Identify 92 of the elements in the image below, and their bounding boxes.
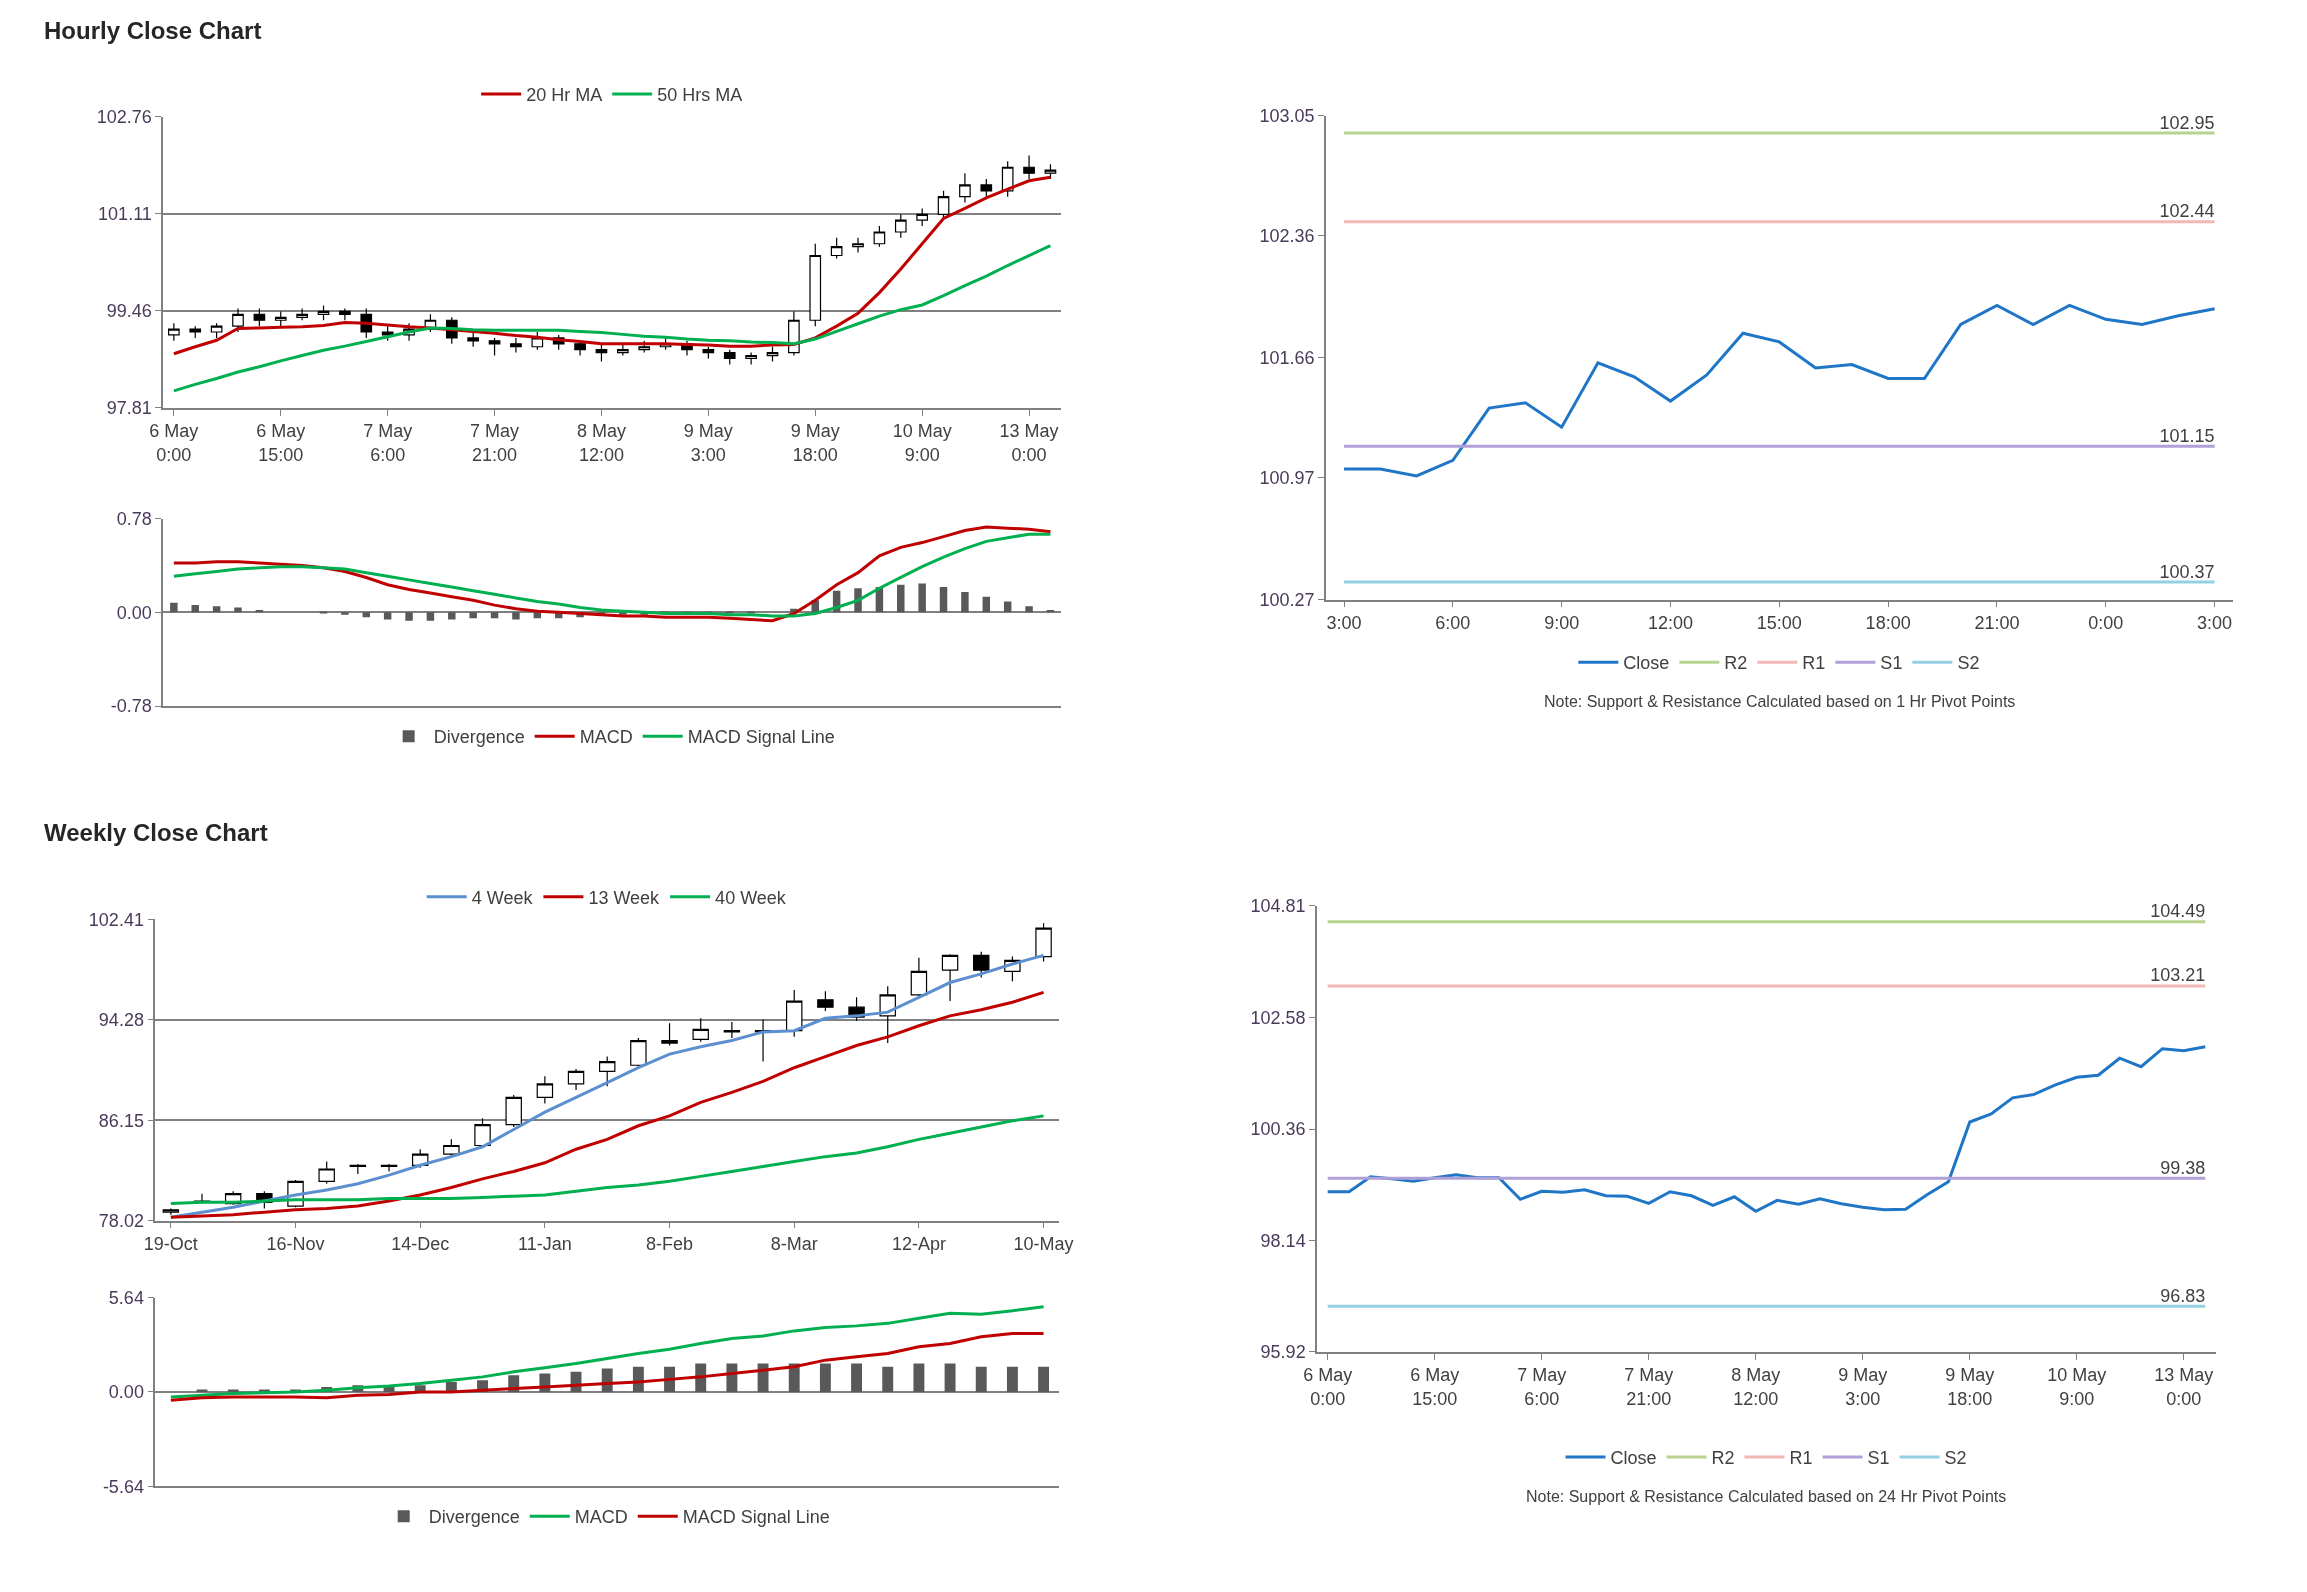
x-tick-label: 7 May 21:00 xyxy=(470,421,520,465)
y-tick-label: 102.76 xyxy=(96,106,152,127)
legend-label: 50 Hrs MA xyxy=(657,84,743,105)
y-tick-label: 102.41 xyxy=(88,909,144,930)
x-tick-label: 14-Dec xyxy=(391,1233,450,1254)
chart-title: Weekly Close Chart xyxy=(44,819,268,846)
legend-label: 20 Hr MA xyxy=(526,84,603,105)
y-tick-label: 100.27 xyxy=(1259,589,1315,610)
x-tick-label: 7 May 21:00 xyxy=(1624,1365,1674,1409)
x-tick-label: 6 May 15:00 xyxy=(256,421,306,465)
legend-label: MACD xyxy=(579,727,633,748)
y-tick-label: 100.97 xyxy=(1259,467,1315,488)
x-tick-label: 7 May 6:00 xyxy=(363,421,413,465)
data-label: 102.95 xyxy=(2159,112,2215,133)
y-tick-label: 102.36 xyxy=(1259,226,1315,247)
data-label: 96.83 xyxy=(2160,1285,2206,1306)
y-tick-label: 5.64 xyxy=(108,1287,144,1308)
x-tick-label: 10 May 9:00 xyxy=(892,421,952,465)
x-tick-label: 6 May 0:00 xyxy=(1303,1365,1353,1409)
y-tick-label: 103.05 xyxy=(1259,105,1315,126)
legend-label: Close xyxy=(1610,1448,1657,1469)
x-tick-label: 18:00 xyxy=(1865,612,1911,633)
text: Note: Support & Resistance Calculated based on 24 Hr Pivot Points xyxy=(1526,1488,2007,1505)
x-tick-label: 3:00 xyxy=(2197,612,2233,633)
y-tick-label: 97.81 xyxy=(106,398,152,419)
data-label: 101.15 xyxy=(2159,425,2215,446)
data-label: 100.37 xyxy=(2159,561,2215,582)
y-tick-label: 0.00 xyxy=(116,602,152,623)
legend-label: R2 xyxy=(1711,1448,1735,1469)
x-tick-label: 9 May 18:00 xyxy=(1945,1365,1995,1409)
x-tick-label: 10 May 9:00 xyxy=(2047,1365,2107,1409)
text: Note: Support & Resistance Calculated based on 1 Hr Pivot Points xyxy=(1544,693,2016,710)
y-tick-label: -0.78 xyxy=(110,696,152,717)
legend-label: S1 xyxy=(1867,1448,1890,1469)
y-tick-label: 78.02 xyxy=(98,1210,144,1231)
legend-label: S1 xyxy=(1880,653,1903,674)
legend-label: MACD Signal Line xyxy=(682,1507,830,1528)
legend-label: MACD Signal Line xyxy=(687,727,835,748)
y-tick-label: 104.81 xyxy=(1250,895,1306,916)
x-tick-label: 12:00 xyxy=(1647,612,1694,633)
chart-title: Hourly Close Chart xyxy=(44,17,262,44)
y-tick-label: 95.92 xyxy=(1260,1342,1306,1363)
legend-label: S2 xyxy=(1944,1448,1967,1469)
x-tick-label: 13 May 0:00 xyxy=(999,421,1059,465)
y-tick-label: 100.36 xyxy=(1250,1119,1306,1140)
x-tick-label: 11-Jan xyxy=(518,1233,572,1254)
x-tick-label: 9 May 18:00 xyxy=(790,421,840,465)
y-tick-label: 101.66 xyxy=(1259,347,1315,368)
x-tick-label: 6 May 0:00 xyxy=(149,421,199,465)
x-tick-label: 9 May 3:00 xyxy=(683,421,733,465)
x-tick-label: 8 May 12:00 xyxy=(1731,1365,1781,1409)
x-tick-label: 12-Apr xyxy=(891,1233,946,1254)
y-tick-label: -5.64 xyxy=(102,1476,144,1497)
x-tick-label: 8 May 12:00 xyxy=(576,421,626,465)
legend-label: S2 xyxy=(1957,653,1980,674)
y-tick-label: 102.58 xyxy=(1250,1007,1306,1028)
x-tick-label: 7 May 6:00 xyxy=(1517,1365,1567,1409)
data-label: 103.21 xyxy=(2150,965,2206,986)
y-tick-label: 101.11 xyxy=(98,204,152,225)
legend-label: Close xyxy=(1623,653,1670,674)
data-label: 104.49 xyxy=(2150,901,2206,922)
y-tick-label: 0.00 xyxy=(108,1382,144,1403)
x-tick-label: 0:00 xyxy=(2088,612,2124,633)
x-tick-label: 21:00 xyxy=(1974,612,2020,633)
x-tick-label: 9:00 xyxy=(1544,612,1580,633)
data-label: 99.38 xyxy=(2160,1157,2206,1178)
x-tick-label: 16-Nov xyxy=(266,1233,325,1254)
y-tick-label: 94.28 xyxy=(98,1010,144,1031)
x-tick-label: 9 May 3:00 xyxy=(1838,1365,1888,1409)
y-tick-label: 0.78 xyxy=(116,508,152,529)
legend-label: 13 Week xyxy=(588,887,661,908)
legend-label: 4 Week xyxy=(471,887,534,908)
y-tick-label: 99.46 xyxy=(106,301,152,322)
x-tick-label: 8-Mar xyxy=(770,1233,818,1254)
legend-label: Divergence xyxy=(428,1507,520,1528)
x-tick-label: 19-Oct xyxy=(143,1233,198,1254)
x-tick-label: 15:00 xyxy=(1756,612,1802,633)
legend-label: Divergence xyxy=(433,727,525,748)
x-tick-label: 8-Feb xyxy=(646,1233,694,1254)
legend-label: 40 Week xyxy=(715,887,787,908)
x-tick-label: 10-May xyxy=(1013,1233,1074,1254)
x-tick-label: 13 May 0:00 xyxy=(2154,1365,2214,1409)
legend-label: R2 xyxy=(1724,653,1748,674)
y-tick-label: 98.14 xyxy=(1260,1230,1306,1251)
y-tick-label: 86.15 xyxy=(98,1110,144,1131)
x-tick-label: 6:00 xyxy=(1435,612,1471,633)
legend-label: R1 xyxy=(1789,1448,1813,1469)
x-tick-label: 6 May 15:00 xyxy=(1410,1365,1460,1409)
data-label: 102.44 xyxy=(2159,201,2215,222)
legend-label: R1 xyxy=(1802,653,1826,674)
x-tick-label: 3:00 xyxy=(1326,612,1362,633)
legend-label: MACD xyxy=(574,1507,628,1528)
